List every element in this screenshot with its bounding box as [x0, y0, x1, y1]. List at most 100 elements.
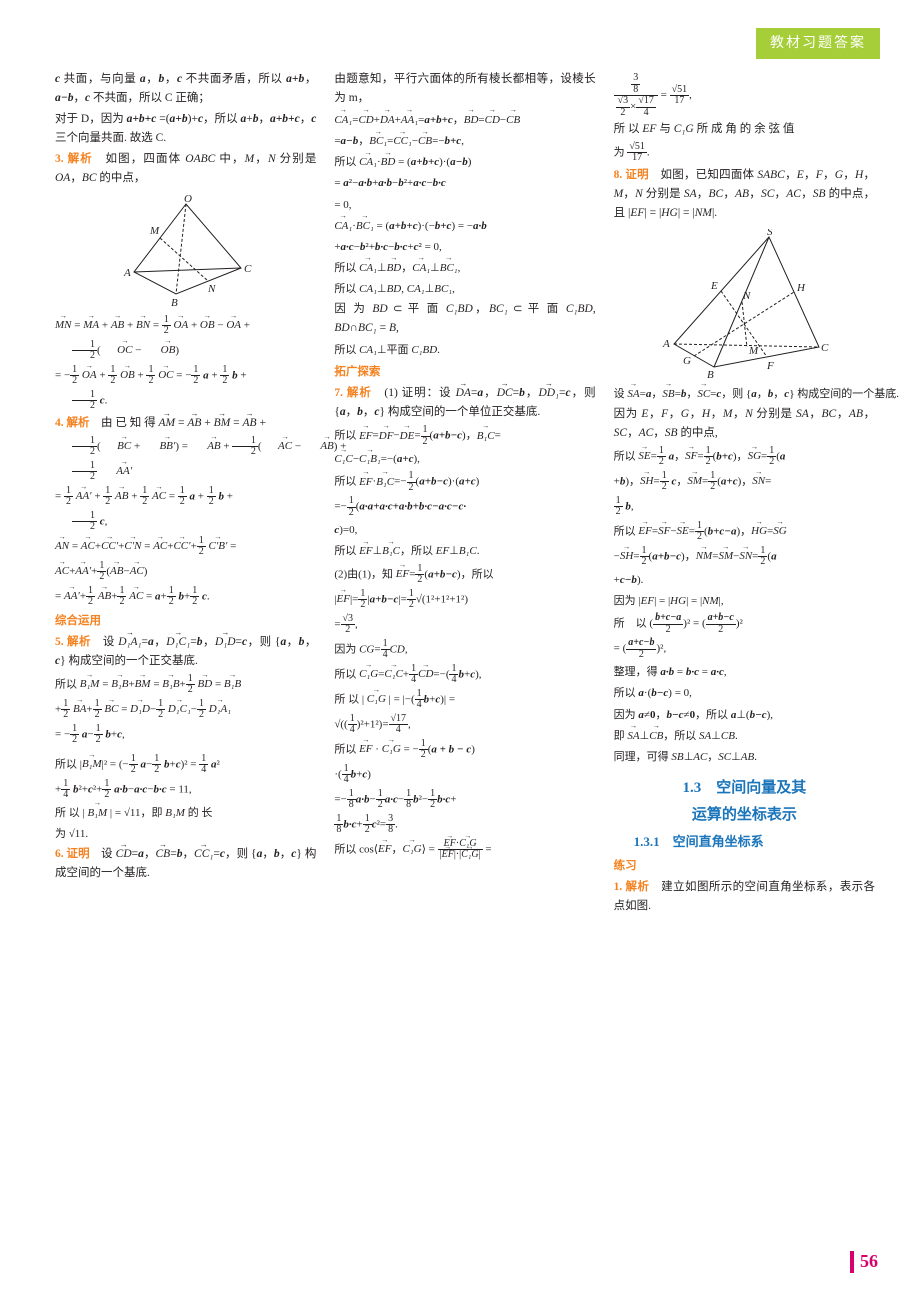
c3-eq1: 设 SA=a，SB=b，SC=c，则 {a，b，c} 构成空间的一个基底.: [614, 385, 875, 403]
q3-label: 3. 解析: [55, 153, 93, 165]
q6-label: 6. 证明: [55, 848, 90, 860]
c2-q7: 7. 解析 (1) 证明：设 DA=a，DC=b，DD₁=c，则 {a，b，c}…: [334, 384, 595, 422]
c3-eq9: 因为 |EF| = |HG| = |NM|,: [614, 592, 875, 610]
c2-eq24: √((14)²+1²)=√174,: [334, 714, 595, 736]
eq-an3: = AA′+12 AB+12 AC = a+12 b+12 c.: [55, 586, 316, 608]
c2-eq18: (2)由(1)，知 EF=12(a+b−c)，所以: [334, 564, 595, 586]
c3-eq13: 所以 a·(b−c) = 0,: [614, 684, 875, 702]
section-1-3-title-2: 运算的坐标表示: [614, 803, 875, 828]
page-number-bar: [850, 1251, 854, 1273]
svg-text:C: C: [244, 263, 252, 275]
c1-q3: 3. 解析 如图，四面体 OABC 中，M，N 分别是 OA，BC 的中点，: [55, 150, 316, 188]
c3-eq3: 所以 SE=12 a，SF=12(b+c)，SG=12(a: [614, 446, 875, 468]
tetra-oabc-figure: O A B C M N: [116, 194, 256, 309]
c2-eq20: =√32,: [334, 614, 595, 636]
c2-eq8: 所以 CA₁⊥BD，CA₁⊥BC₁,: [334, 259, 595, 277]
c3-eq6: 所以 EF=SF−SE=12(b+c−a)，HG=SG: [614, 521, 875, 543]
c3-eq12: 整理，得 a·b = b·c = a·c,: [614, 663, 875, 681]
eq-am4: 12 c,: [55, 511, 316, 533]
c2-eq17: 所以 EF⊥B₁C，所以 EF⊥B₁C.: [334, 542, 595, 560]
svg-text:F: F: [766, 360, 774, 372]
q1-text: 建立如图所示的空间直角坐标系，表示各点如图.: [614, 881, 875, 912]
c2-p1: 由题意知，平行六面体的所有棱长都相等，设棱长为 m，: [334, 70, 595, 108]
c2-eq25: 所以 EF · C₁G = −12(a + b − c): [334, 739, 595, 761]
c2-eq14: 所以 EF·B₁C=−12(a+b−c)·(a+c): [334, 471, 595, 493]
c3-eqfrac: 38√32×√174 = √5117,: [614, 73, 875, 118]
eq-an1: AN = AC+CC′+C′N = AC+CC′+12 C′B′ =: [55, 536, 316, 558]
c3-eq8: +c−b).: [614, 571, 875, 589]
column-3: 38√32×√174 = √5117, 所 以 EF 与 C₁G 所 成 角 的…: [614, 70, 875, 918]
svg-text:M: M: [748, 345, 759, 357]
c2-eq10: 因 为 BD ⊂ 平 面 C₁BD，BC₁ ⊂ 平 面 C₁BD, BD∩BC₁…: [334, 300, 595, 338]
c2-eq23: 所 以 | C₁G | = |−(14b+c)| =: [334, 689, 595, 711]
c2-eq3: 所以 CA₁·BD = (a+b+c)·(a−b): [334, 153, 595, 171]
eq-b1m1: 所以 B₁M = B₁B+BM = B₁B+12 BD = B₁B: [55, 674, 316, 696]
c2-eq29: 所以 cos⟨EF，C₁G⟩ = EF·C₁G|EF|·|C₁G| =: [334, 839, 595, 861]
q5-label: 5. 解析: [55, 636, 91, 648]
c2-eq16: c)=0,: [334, 521, 595, 539]
c2-eq13: C₁C−C₁B₁=−(a+c),: [334, 450, 595, 468]
c3-eq5: 12 b,: [614, 496, 875, 518]
c3-eq10: 所 以 (b+c−a2)² = (a+b−c2)²: [614, 613, 875, 635]
c3-p3: 为 √5117.: [614, 142, 875, 164]
c3-eq2: 因为 E，F，G，H，M，N 分别是 SA，BC，AB，SC，AC，SB 的中点…: [614, 405, 875, 443]
c1-q6: 6. 证明 设 CD=a，CB=b，CC₁=c，则 {a，b，c} 构成空间的一…: [55, 845, 316, 883]
eq-am3: = 12 AA′ + 12 AB + 12 AC = 12 a + 12 b +: [55, 486, 316, 508]
lianxi-heading: 练习: [614, 857, 875, 876]
eq-b1m6: 所 以 | B₁M | = √11，即 B₁M 的 长: [55, 804, 316, 822]
main-columns: c 共面，与向量 a，b，c 不共面矛盾，所以 a+b，a−b，c 不共面，所以…: [55, 70, 875, 918]
c2-eq11: 所以 CA₁⊥平面 C₁BD.: [334, 341, 595, 359]
c1-p1: c 共面，与向量 a，b，c 不共面矛盾，所以 a+b，a−b，c 不共面，所以…: [55, 70, 316, 108]
svg-text:H: H: [796, 282, 806, 294]
section-1-3-title-1: 1.3 空间向量及其: [614, 776, 875, 801]
page-number: 56: [850, 1247, 878, 1277]
c3-q8: 8. 证明 如图，已知四面体 SABC，E，F，G，H，M，N 分别是 SA，B…: [614, 166, 875, 223]
c2-eq26: ·(14b+c): [334, 764, 595, 786]
c3-p2: 所 以 EF 与 C₁G 所 成 角 的 余 弦 值: [614, 120, 875, 139]
page-number-text: 56: [860, 1247, 878, 1277]
svg-text:A: A: [123, 267, 131, 279]
c3-eq7: −SH=12(a+b−c)，NM=SM−SN=12(a: [614, 546, 875, 568]
c2-eq27: =−18a·b−12a·c−18b²−12b·c+: [334, 789, 595, 811]
c3-eq16: 同理，可得 SB⊥AC，SC⊥AB.: [614, 748, 875, 766]
eq-b1m3: = −12 a−12 b+c,: [55, 724, 316, 746]
svg-text:B: B: [171, 297, 178, 309]
c2-eq4: = a²−a·b+a·b−b²+a·c−b·c: [334, 174, 595, 192]
eq-an2: AC+AA′+12(AB−AC): [55, 561, 316, 583]
svg-text:S: S: [767, 229, 773, 238]
c2-eq21: 因为 CG=14CD,: [334, 639, 595, 661]
section-1-3-1-title: 1.3.1 空间直角坐标系: [634, 831, 875, 852]
c1-q5: 5. 解析 设 D₁A₁=a，D₁C₁=b，D₁D=c，则 {a，b，c} 构成…: [55, 633, 316, 671]
column-1: c 共面，与向量 a，b，c 不共面矛盾，所以 a+b，a−b，c 不共面，所以…: [55, 70, 316, 918]
eq-b1m7: 为 √11.: [55, 825, 316, 843]
svg-text:O: O: [184, 194, 192, 205]
svg-text:G: G: [683, 355, 691, 367]
svg-text:A: A: [662, 338, 670, 350]
c1-p2: 对于 D，因为 a+b+c =(a+b)+c，所以 a+b，a+b+c，c 三个…: [55, 110, 316, 148]
svg-text:N: N: [742, 290, 751, 302]
eq-mn1: MN = MA + AB + BN = 12 OA + OB − OA +: [55, 315, 316, 337]
q4-label: 4. 解析: [55, 417, 90, 429]
eq-mn4: 12 c.: [55, 390, 316, 412]
c3-eq4: +b)，SH=12 c，SM=12(a+c)，SN=: [614, 471, 875, 493]
eq-mn2: 12(OC − OB): [55, 340, 316, 362]
svg-text:N: N: [207, 283, 216, 295]
eq-am1: 12(BC + BB′) = AB + 12(AC − AB) +: [55, 436, 316, 458]
svg-text:M: M: [149, 225, 160, 237]
svg-text:E: E: [710, 280, 718, 292]
c2-eq19: |EF|=12|a+b−c|=12√(1²+1²+1²): [334, 589, 595, 611]
eq-am2: 12 AA′: [55, 461, 316, 483]
svg-text:C: C: [821, 342, 829, 354]
c3-eq11: = (a+c−b2)²,: [614, 638, 875, 660]
q8-label: 8. 证明: [614, 169, 649, 181]
eq-b1m4: 所以 |B₁M|² = (−12 a−12 b+c)² = 14 a²: [55, 754, 316, 776]
c2-eq9: 所以 CA₁⊥BD, CA₁⊥BC₁,: [334, 280, 595, 298]
c3-eq15: 即 SA⊥CB，所以 SA⊥CB.: [614, 727, 875, 745]
c3-q1: 1. 解析 建立如图所示的空间直角坐标系，表示各点如图.: [614, 878, 875, 916]
column-2: 由题意知，平行六面体的所有棱长都相等，设棱长为 m， CA₁=CD+DA+AA₁…: [334, 70, 595, 918]
q7-label: 7. 解析: [334, 387, 372, 399]
eq-mn3: = −12 OA + 12 OB + 12 OC = −12 a + 12 b …: [55, 365, 316, 387]
tetra-sabc-figure: S A B C E F G H M N: [659, 229, 829, 379]
q1-label: 1. 解析: [614, 881, 650, 893]
c2-eq22: 所以 C₁G=C₁C+14CD=−(14b+c),: [334, 664, 595, 686]
